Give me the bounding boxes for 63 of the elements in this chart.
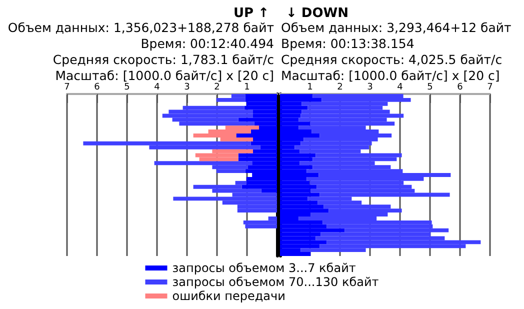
x-tick-label: 2	[337, 82, 343, 92]
bar	[216, 169, 246, 174]
bar	[280, 106, 308, 110]
x-tick-label: 1	[307, 82, 313, 92]
bar	[280, 141, 301, 146]
x-tick-label: 3	[367, 82, 373, 92]
chart-title: UP ↑	[234, 6, 270, 21]
bar	[237, 208, 277, 213]
text: Время: 00:13:38.154	[281, 36, 414, 51]
bar	[280, 157, 313, 162]
bar	[244, 106, 277, 110]
x-tick-label: 1	[244, 82, 250, 92]
bar	[280, 98, 322, 102]
bar	[154, 161, 252, 166]
legend-label: запросы объемом 3...7 кбайт	[172, 261, 356, 275]
bar	[243, 220, 277, 224]
text: Средняя скорость: 4,025.5 байт/с	[281, 52, 502, 67]
bar	[248, 165, 277, 170]
bar	[294, 145, 370, 150]
bar	[280, 173, 319, 177]
bar	[280, 228, 345, 232]
x-tick-label: 4	[397, 82, 404, 92]
bar	[280, 122, 310, 126]
x-tick-label: 3	[184, 82, 190, 92]
bar	[199, 157, 238, 162]
bar	[280, 165, 313, 170]
x-tick-label: 7	[64, 82, 70, 92]
text: Объем данных: 3,293,464+12 байт	[281, 20, 512, 35]
bar	[245, 169, 277, 174]
text: Средняя скорость: 1,783.1 байт/с	[52, 52, 274, 67]
x-tick-label: 7	[487, 82, 493, 92]
bar	[246, 176, 277, 181]
bar	[280, 240, 327, 244]
bar	[280, 208, 329, 213]
bar	[236, 134, 277, 138]
x-tick-label: 2	[214, 82, 220, 92]
text: Объем данных: 1,356,023+188,278 байт	[8, 20, 274, 35]
x-tick-label: 6	[94, 82, 100, 92]
bar	[245, 224, 277, 228]
x-tick-label: 5	[427, 82, 433, 92]
bar	[246, 180, 277, 185]
x-tick-label: 6	[457, 82, 464, 92]
bar	[280, 134, 320, 138]
bar	[216, 98, 246, 102]
bar	[173, 196, 277, 201]
text: Время: 00:12:40.494	[140, 36, 274, 51]
bar	[242, 184, 277, 189]
legend-label: ошибки передачи	[172, 289, 286, 303]
legend-label: запросы объемом 70...130 кбайт	[172, 275, 379, 289]
bar	[280, 184, 317, 189]
bar	[246, 102, 277, 106]
bar	[245, 98, 277, 102]
bar	[245, 94, 277, 98]
chart-title: ↓ DOWN	[286, 6, 348, 21]
bar	[280, 220, 323, 224]
bar	[238, 157, 277, 162]
bar	[250, 141, 277, 146]
bar	[238, 118, 277, 122]
text: Масштаб: [1000.0 байт/с] x [20 с]	[281, 68, 500, 83]
x-tick-label: 5	[124, 82, 130, 92]
text: Масштаб: [1000.0 байт/с] x [20 с]	[55, 68, 274, 83]
bar	[280, 252, 311, 256]
x-tick-label: 4	[154, 82, 160, 92]
